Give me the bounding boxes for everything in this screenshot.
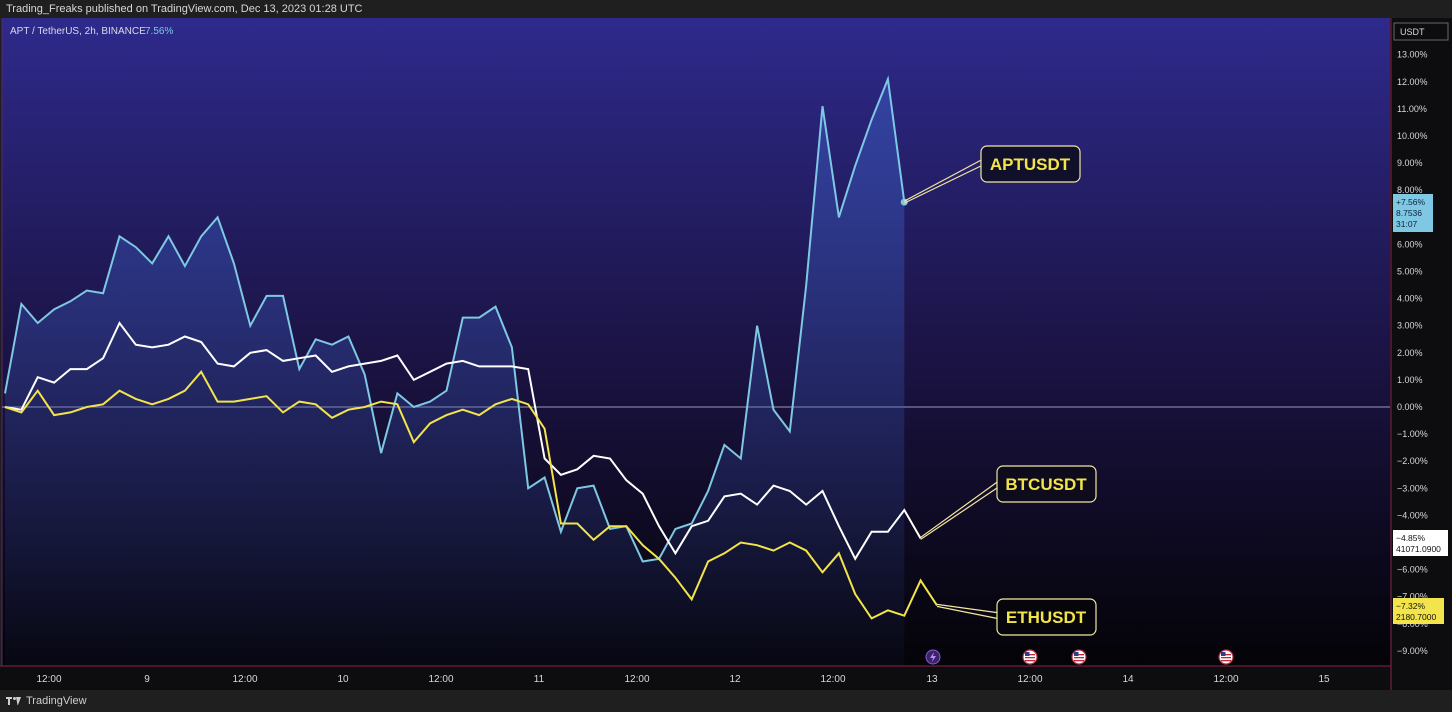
callout-ethusdt-label: ETHUSDT (1006, 608, 1087, 627)
price-tick-label: 9.00% (1397, 158, 1423, 168)
price-tick-label: 0.00% (1397, 402, 1423, 412)
callout-leaders (903, 157, 1001, 620)
callout-btcusdt-label: BTCUSDT (1005, 475, 1087, 494)
price-tick-label: 8.00% (1397, 185, 1423, 195)
price-tick-label: 13.00% (1397, 50, 1428, 60)
tradingview-brand: TradingView (26, 695, 87, 707)
callout-aptusdt[interactable]: APTUSDT (980, 145, 1081, 183)
time-tick-label: 12:00 (36, 674, 61, 685)
tradingview-logo[interactable]: TradingView (6, 690, 87, 712)
btcusdt-badge-change: −4.85% (1396, 533, 1426, 543)
time-tick-label: 12:00 (1017, 674, 1042, 685)
time-tick-label: 12:00 (232, 674, 257, 685)
time-tick-label: 12:00 (820, 674, 845, 685)
aptusdt-line[interactable] (4, 75, 906, 563)
aptusdt-badge-change: +7.56% (1396, 197, 1426, 207)
price-tick-label: −2.00% (1397, 456, 1428, 466)
callout-aptusdt-label: APTUSDT (990, 155, 1071, 174)
time-tick-label: 12:00 (624, 674, 649, 685)
us-flag-icon[interactable] (1022, 649, 1038, 665)
footer-bar: TradingView (0, 690, 1452, 712)
time-tick-label: 15 (1318, 674, 1330, 685)
price-tick-label: −4.00% (1397, 510, 1428, 520)
callout-btcusdt-box (996, 465, 1097, 503)
time-tick-label: 10 (337, 674, 349, 685)
leader-aptusdt (903, 157, 986, 204)
price-tick-label: 6.00% (1397, 239, 1423, 249)
us-flag-icon[interactable] (1218, 649, 1234, 665)
leader-ethusdt (936, 603, 1001, 620)
currency-selector[interactable] (1393, 22, 1449, 41)
aptusdt-price-badge: +7.56% 8.7536 31:07 (1393, 194, 1433, 232)
price-tick-label: −9.00% (1397, 646, 1428, 656)
price-tick-label: −1.00% (1397, 429, 1428, 439)
callout-ethusdt[interactable]: ETHUSDT (996, 598, 1097, 636)
tradingview-logo-icon (6, 696, 22, 706)
price-axis-background (1390, 18, 1452, 690)
chart-svg[interactable]: APT / TetherUS, 2h, BINANCE 7.56% USDT 1… (0, 18, 1452, 690)
price-tick-label: 3.00% (1397, 321, 1423, 331)
legend-change: 7.56% (145, 26, 173, 37)
time-axis-background (0, 666, 1390, 690)
price-tick-label: 12.00% (1397, 77, 1428, 87)
btcusdt-badge-bg (1393, 530, 1448, 556)
time-tick-label: 14 (1122, 674, 1134, 685)
price-tick-label: −3.00% (1397, 483, 1428, 493)
aptusdt-badge-bg (1393, 194, 1433, 232)
price-tick-label: 1.00% (1397, 375, 1423, 385)
time-tick-label: 9 (144, 674, 150, 685)
price-tick-label: 4.00% (1397, 294, 1423, 304)
chart-frame[interactable]: APT / TetherUS, 2h, BINANCE 7.56% USDT 1… (0, 18, 1452, 690)
publish-text: Trading_Freaks published on TradingView.… (6, 3, 363, 15)
ethusdt-line[interactable] (4, 370, 938, 620)
time-tick-label: 13 (926, 674, 938, 685)
price-tick-label: 11.00% (1397, 104, 1427, 114)
price-tick-label: 10.00% (1397, 131, 1428, 141)
time-axis-ticks: 12:00 9 12:00 10 12:00 11 12:00 12 12:00 13 12:00 1… (36, 674, 1330, 685)
us-flag-icon[interactable] (1071, 649, 1087, 665)
btcusdt-badge-price: 41071.0900 (1396, 544, 1441, 554)
callout-btcusdt[interactable]: BTCUSDT (996, 465, 1097, 503)
price-tick-label: 2.00% (1397, 348, 1423, 358)
callout-ethusdt-box (996, 598, 1097, 636)
time-tick-label: 12:00 (1213, 674, 1238, 685)
time-tick-label: 12:00 (428, 674, 453, 685)
legend-symbol: APT / TetherUS, 2h, BINANCE (10, 26, 146, 37)
price-tick-label: −7.00% (1397, 592, 1428, 602)
price-tick-label: −6.00% (1397, 565, 1428, 575)
aptusdt-badge-countdown: 31:07 (1396, 219, 1418, 229)
aptusdt-badge-price: 8.7536 (1396, 208, 1422, 218)
price-tick-label: 5.00% (1397, 267, 1423, 277)
ethusdt-badge-price: 2180.7000 (1396, 612, 1436, 622)
ethusdt-badge-bg (1393, 598, 1444, 624)
leader-btcusdt (920, 479, 1001, 540)
lightning-icon[interactable] (925, 649, 941, 665)
aptusdt-area (5, 79, 905, 667)
currency-label: USDT (1400, 27, 1425, 37)
btcusdt-price-badge: −4.85% 41071.0900 (1393, 530, 1448, 556)
ethusdt-badge-change: −7.32% (1396, 601, 1426, 611)
ethusdt-price-badge: −7.32% 2180.7000 (1393, 598, 1444, 624)
time-tick-label: 12 (729, 674, 741, 685)
callout-aptusdt-box (980, 145, 1081, 183)
btcusdt-line[interactable] (4, 321, 922, 561)
publish-header: Trading_Freaks published on TradingView.… (0, 0, 1452, 18)
time-tick-label: 11 (534, 674, 545, 685)
